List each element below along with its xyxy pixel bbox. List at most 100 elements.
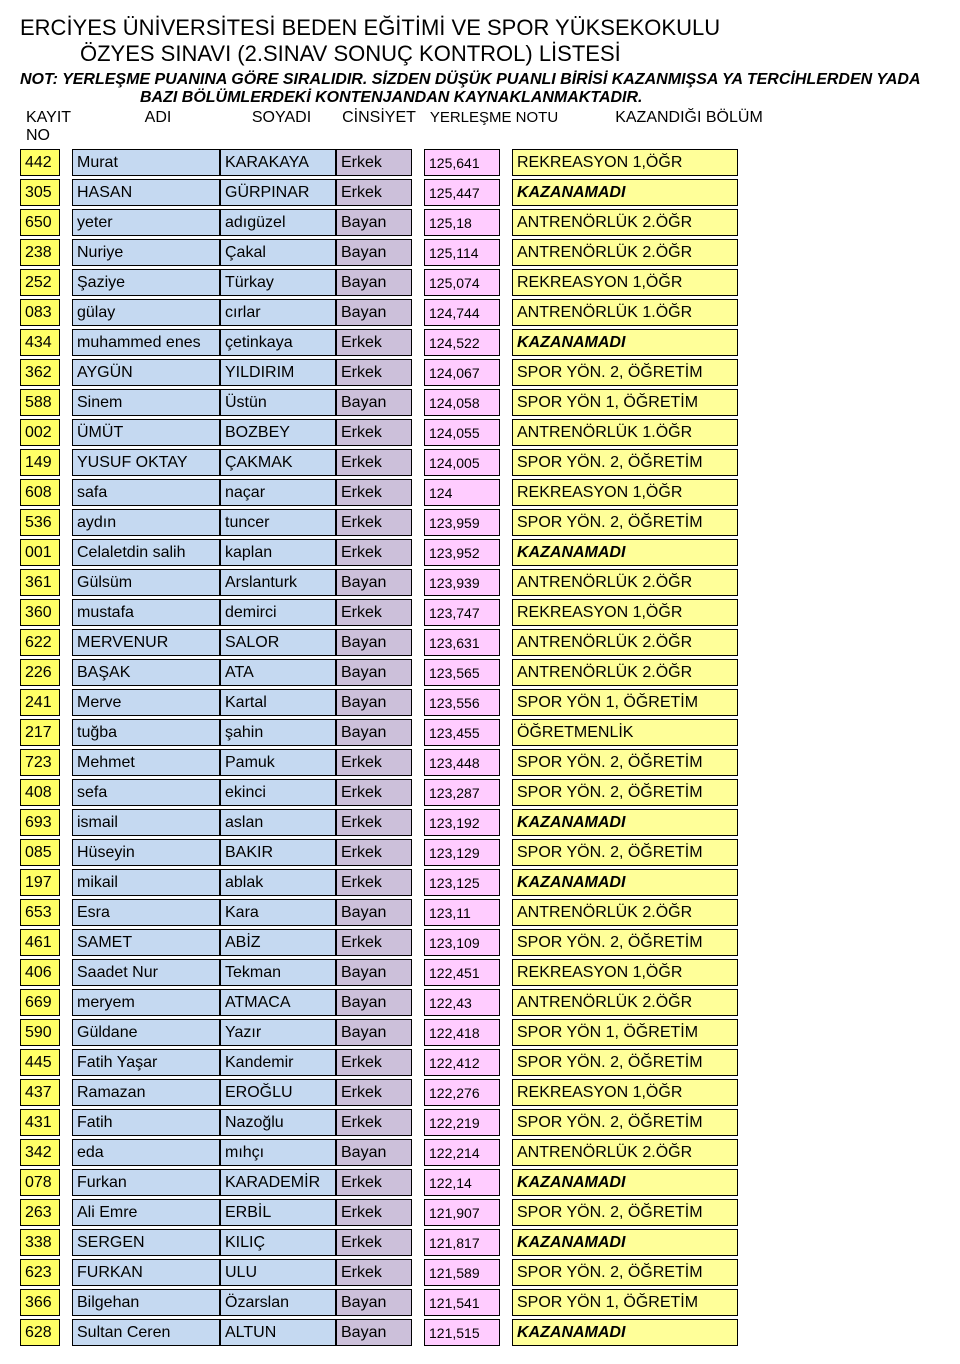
cell-soy: EROĞLU [220, 1079, 336, 1106]
cell-bol: SPOR YÖN. 2, ÖĞRETİM [512, 1199, 738, 1226]
table-row: 362AYGÜNYILDIRIMErkek124,067SPOR YÖN. 2,… [20, 359, 940, 386]
cell-gap [60, 599, 72, 626]
cell-gap [500, 1109, 512, 1136]
cell-gap [60, 1139, 72, 1166]
cell-gap [500, 209, 512, 236]
cell-bol: REKREASYON 1,ÖĞR [512, 1079, 738, 1106]
cell-gap [60, 1319, 72, 1346]
cell-notu: 121,515 [424, 1319, 500, 1346]
cell-no: 536 [20, 509, 60, 536]
cell-gap [412, 869, 424, 896]
cell-no: 723 [20, 749, 60, 776]
cell-cin: Bayan [336, 689, 412, 716]
cell-bol: SPOR YÖN. 2, ÖĞRETİM [512, 929, 738, 956]
cell-cin: Bayan [336, 1289, 412, 1316]
cell-gap [60, 989, 72, 1016]
cell-adi: ismail [72, 809, 220, 836]
cell-soy: KARAKAYA [220, 149, 336, 176]
cell-gap [60, 1229, 72, 1256]
cell-adi: Fatih Yaşar [72, 1049, 220, 1076]
cell-notu: 123,287 [424, 779, 500, 806]
cell-adi: Furkan [72, 1169, 220, 1196]
cell-cin: Bayan [336, 389, 412, 416]
cell-bol: SPOR YÖN 1, ÖĞRETİM [512, 389, 738, 416]
cell-bol: SPOR YÖN. 2, ÖĞRETİM [512, 1049, 738, 1076]
cell-gap [500, 629, 512, 656]
cell-adi: Fatih [72, 1109, 220, 1136]
cell-gap [412, 599, 424, 626]
cell-gap [412, 149, 424, 176]
header-bolum: KAZANDIĞI BÖLÜM [569, 109, 809, 145]
cell-soy: Türkay [220, 269, 336, 296]
cell-soy: şahin [220, 719, 336, 746]
table-row: 252ŞaziyeTürkayBayan125,074REKREASYON 1,… [20, 269, 940, 296]
cell-cin: Bayan [336, 719, 412, 746]
cell-no: 461 [20, 929, 60, 956]
cell-soy: aslan [220, 809, 336, 836]
cell-no: 408 [20, 779, 60, 806]
cell-adi: BAŞAK [72, 659, 220, 686]
header-cinsiyet: CİNSİYET [339, 109, 419, 145]
cell-gap [60, 239, 72, 266]
cell-no: 342 [20, 1139, 60, 1166]
cell-gap [60, 329, 72, 356]
cell-adi: Nuriye [72, 239, 220, 266]
cell-adi: Esra [72, 899, 220, 926]
cell-cin: Bayan [336, 299, 412, 326]
cell-gap [60, 1019, 72, 1046]
cell-bol: KAZANAMADI [512, 539, 738, 566]
results-table: 442MuratKARAKAYAErkek125,641REKREASYON 1… [20, 149, 940, 1346]
cell-adi: Hüseyin [72, 839, 220, 866]
cell-gap [412, 239, 424, 266]
cell-no: 083 [20, 299, 60, 326]
cell-bol: KAZANAMADI [512, 809, 738, 836]
cell-gap [412, 1289, 424, 1316]
table-row: 149YUSUF OKTAYÇAKMAKErkek124,005SPOR YÖN… [20, 449, 940, 476]
cell-soy: ABİZ [220, 929, 336, 956]
cell-notu: 124,067 [424, 359, 500, 386]
note-line-1: NOT: YERLEŞME PUANINA GÖRE SIRALIDIR. Sİ… [20, 71, 940, 89]
cell-adi: Sultan Ceren [72, 1319, 220, 1346]
cell-gap [412, 569, 424, 596]
cell-no: 693 [20, 809, 60, 836]
cell-gap [60, 269, 72, 296]
cell-no: 002 [20, 419, 60, 446]
table-row: 669meryemATMACABayan122,43ANTRENÖRLÜK 2.… [20, 989, 940, 1016]
table-row: 305HASANGÜRPINARErkek125,447KAZANAMADI [20, 179, 940, 206]
cell-adi: sefa [72, 779, 220, 806]
cell-gap [60, 1169, 72, 1196]
cell-gap [500, 1049, 512, 1076]
cell-adi: muhammed enes [72, 329, 220, 356]
cell-gap [412, 1049, 424, 1076]
header-adi: ADI [92, 109, 224, 145]
cell-notu: 123,125 [424, 869, 500, 896]
cell-adi: FURKAN [72, 1259, 220, 1286]
cell-cin: Bayan [336, 959, 412, 986]
cell-no: 361 [20, 569, 60, 596]
table-row: 461SAMETABİZErkek123,109SPOR YÖN. 2, ÖĞR… [20, 929, 940, 956]
cell-gap [500, 149, 512, 176]
table-row: 197mikailablakErkek123,125KAZANAMADI [20, 869, 940, 896]
cell-adi: Saadet Nur [72, 959, 220, 986]
cell-gap [60, 359, 72, 386]
cell-gap [412, 629, 424, 656]
table-row: 238NuriyeÇakalBayan125,114ANTRENÖRLÜK 2.… [20, 239, 940, 266]
cell-notu: 121,817 [424, 1229, 500, 1256]
cell-adi: safa [72, 479, 220, 506]
cell-gap [500, 179, 512, 206]
cell-adi: Ramazan [72, 1079, 220, 1106]
cell-gap [60, 1259, 72, 1286]
cell-gap [500, 839, 512, 866]
cell-gap [412, 809, 424, 836]
cell-gap [412, 179, 424, 206]
cell-gap [60, 779, 72, 806]
cell-notu: 124,058 [424, 389, 500, 416]
cell-notu: 123,747 [424, 599, 500, 626]
cell-soy: KILIÇ [220, 1229, 336, 1256]
cell-notu: 123,192 [424, 809, 500, 836]
cell-cin: Bayan [336, 899, 412, 926]
cell-bol: SPOR YÖN. 2, ÖĞRETİM [512, 1259, 738, 1286]
cell-gap [500, 419, 512, 446]
cell-gap [60, 719, 72, 746]
cell-bol: ANTRENÖRLÜK 2.ÖĞR [512, 899, 738, 926]
